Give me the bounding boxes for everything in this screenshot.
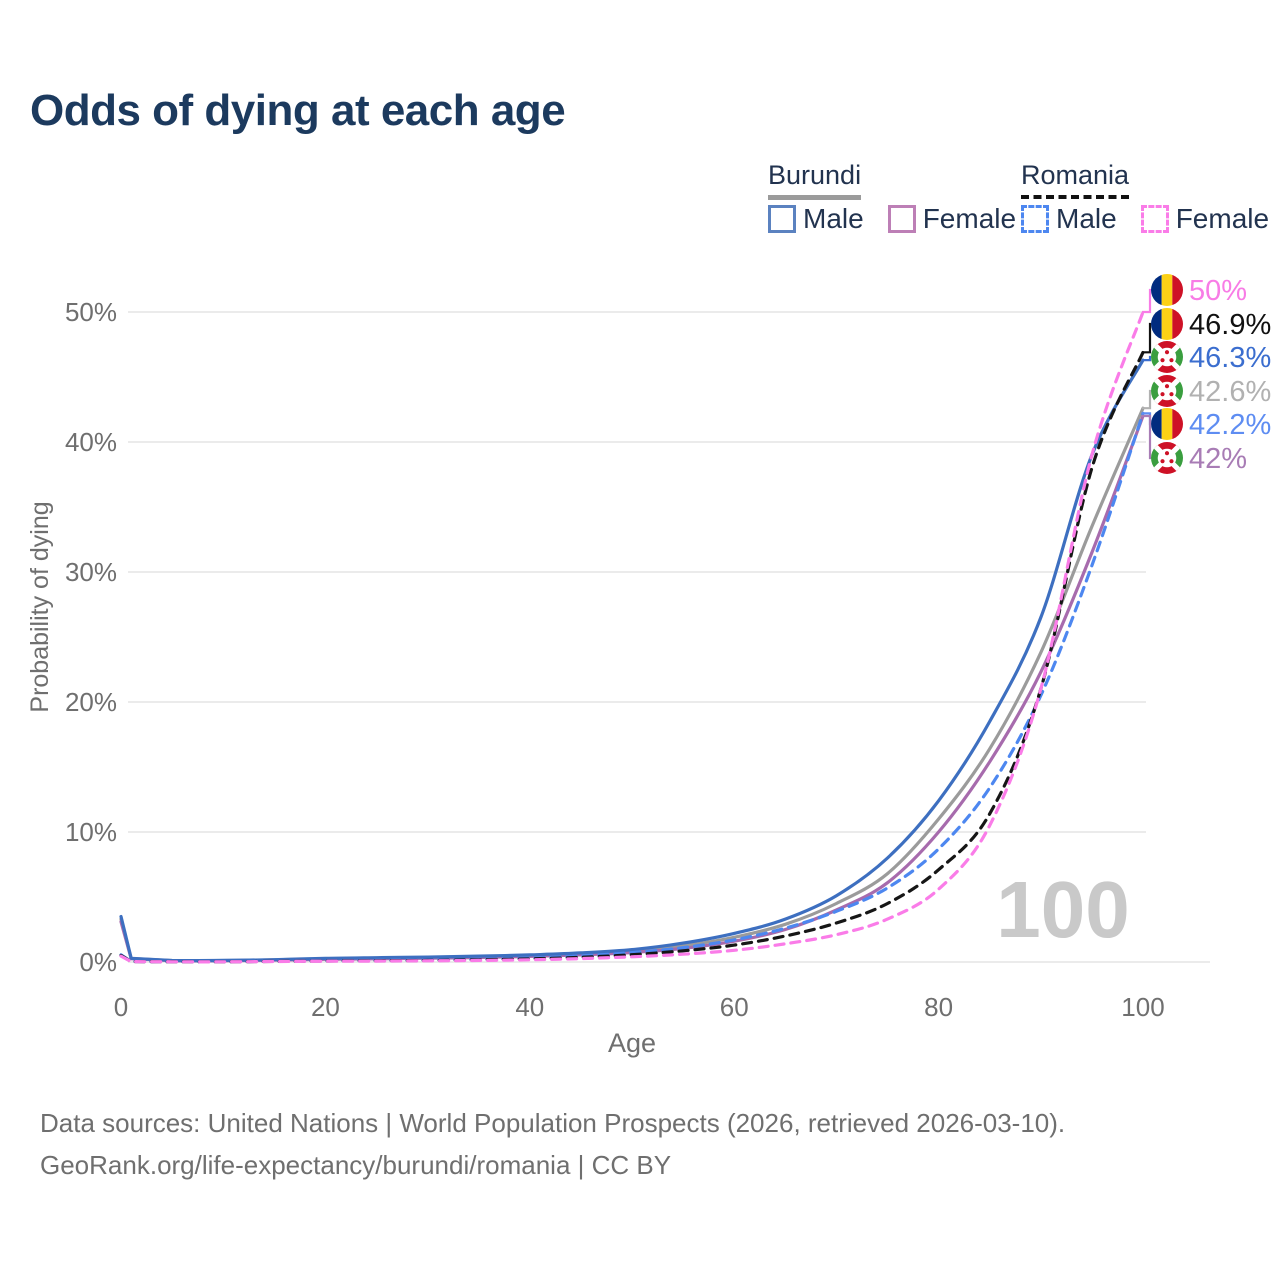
- series-line-burundi_both[interactable]: [119, 406, 1145, 963]
- end-label-burundi_female: 42%: [1142, 414, 1247, 475]
- end-label-value: 46.3%: [1189, 342, 1271, 374]
- y-tick-label: 40%: [65, 427, 117, 457]
- end-label-connector: [1142, 288, 1152, 314]
- romania-male-swatch: [1021, 205, 1049, 233]
- end-label-value: 42.2%: [1189, 409, 1271, 441]
- y-tick-label: 10%: [65, 817, 117, 847]
- legend-item-burundi-male[interactable]: Male: [768, 203, 864, 235]
- legend-country-burundi[interactable]: Burundi: [768, 160, 862, 200]
- legend-label: Male: [1056, 203, 1117, 234]
- y-tick-label: 30%: [65, 557, 117, 587]
- series-line-romania_both[interactable]: [119, 350, 1145, 964]
- end-label-connector: [1142, 414, 1152, 460]
- end-label-romania_both: 46.9%: [1142, 308, 1271, 354]
- series-line-burundi_female[interactable]: [119, 414, 1145, 963]
- page-title: Odds of dying at each age: [30, 86, 566, 135]
- romania-female-swatch: [1140, 205, 1169, 233]
- end-label-value: 42%: [1189, 443, 1247, 475]
- x-tick-label: 20: [311, 992, 340, 1022]
- romania-flag-icon: [1151, 274, 1183, 306]
- legend-label: Female: [1175, 203, 1270, 234]
- burundi-flag-icon: [1151, 375, 1183, 407]
- age-counter: 100: [996, 865, 1129, 954]
- romania-flag-icon: [1151, 308, 1183, 340]
- legend-item-burundi-female[interactable]: Female: [887, 203, 1017, 235]
- series-line-romania_female[interactable]: [119, 310, 1145, 964]
- series-line-burundi_male[interactable]: [119, 358, 1145, 963]
- x-tick-label: 80: [924, 992, 953, 1022]
- end-label-burundi_both: 42.6%: [1142, 375, 1271, 410]
- legend-label: Female: [922, 203, 1017, 234]
- burundi-flag-icon: [1151, 442, 1183, 474]
- y-tick-label: 0%: [79, 947, 117, 977]
- burundi-flag-icon: [1151, 341, 1183, 373]
- chart-footer: Data sources: United Nations | World Pop…: [40, 1103, 1065, 1186]
- x-tick-label: 0: [114, 992, 128, 1022]
- end-label-romania_male: 42.2%: [1142, 408, 1271, 441]
- x-tick-label: 40: [515, 992, 544, 1022]
- legend-item-romania-male[interactable]: Male: [1021, 203, 1117, 235]
- legend-country-romania[interactable]: Romania: [1021, 160, 1130, 199]
- legend-label: Male: [803, 203, 864, 234]
- end-label-value: 46.9%: [1189, 309, 1271, 341]
- x-tick-label: 100: [1121, 992, 1164, 1022]
- y-tick-label: 50%: [65, 297, 117, 327]
- data-sources-text: Data sources: United Nations | World Pop…: [40, 1108, 1066, 1138]
- burundi-male-swatch: [768, 205, 796, 233]
- end-label-connector: [1142, 389, 1152, 410]
- burundi-female-swatch: [887, 205, 916, 233]
- x-axis-title: Age: [608, 1028, 656, 1058]
- end-label-connector: [1142, 355, 1152, 362]
- romania-flag-icon: [1151, 408, 1183, 440]
- end-label-romania_female: 50%: [1142, 274, 1247, 314]
- legend-items-romania: Male Female: [1021, 203, 1269, 235]
- end-label-value: 42.6%: [1189, 376, 1271, 408]
- end-label-connector: [1142, 322, 1152, 354]
- legend-item-romania-female[interactable]: Female: [1140, 203, 1270, 235]
- x-tick-label: 60: [720, 992, 749, 1022]
- legend-items-burundi: Male Female: [768, 203, 1016, 235]
- end-label-value: 50%: [1189, 275, 1247, 307]
- end-label-burundi_male: 46.3%: [1142, 341, 1271, 374]
- y-axis-title: Probability of dying: [26, 501, 54, 712]
- attribution-link[interactable]: GeoRank.org/life-expectancy/burundi/roma…: [40, 1149, 672, 1180]
- series-line-romania_male[interactable]: [119, 411, 1145, 964]
- y-tick-label: 20%: [65, 687, 117, 717]
